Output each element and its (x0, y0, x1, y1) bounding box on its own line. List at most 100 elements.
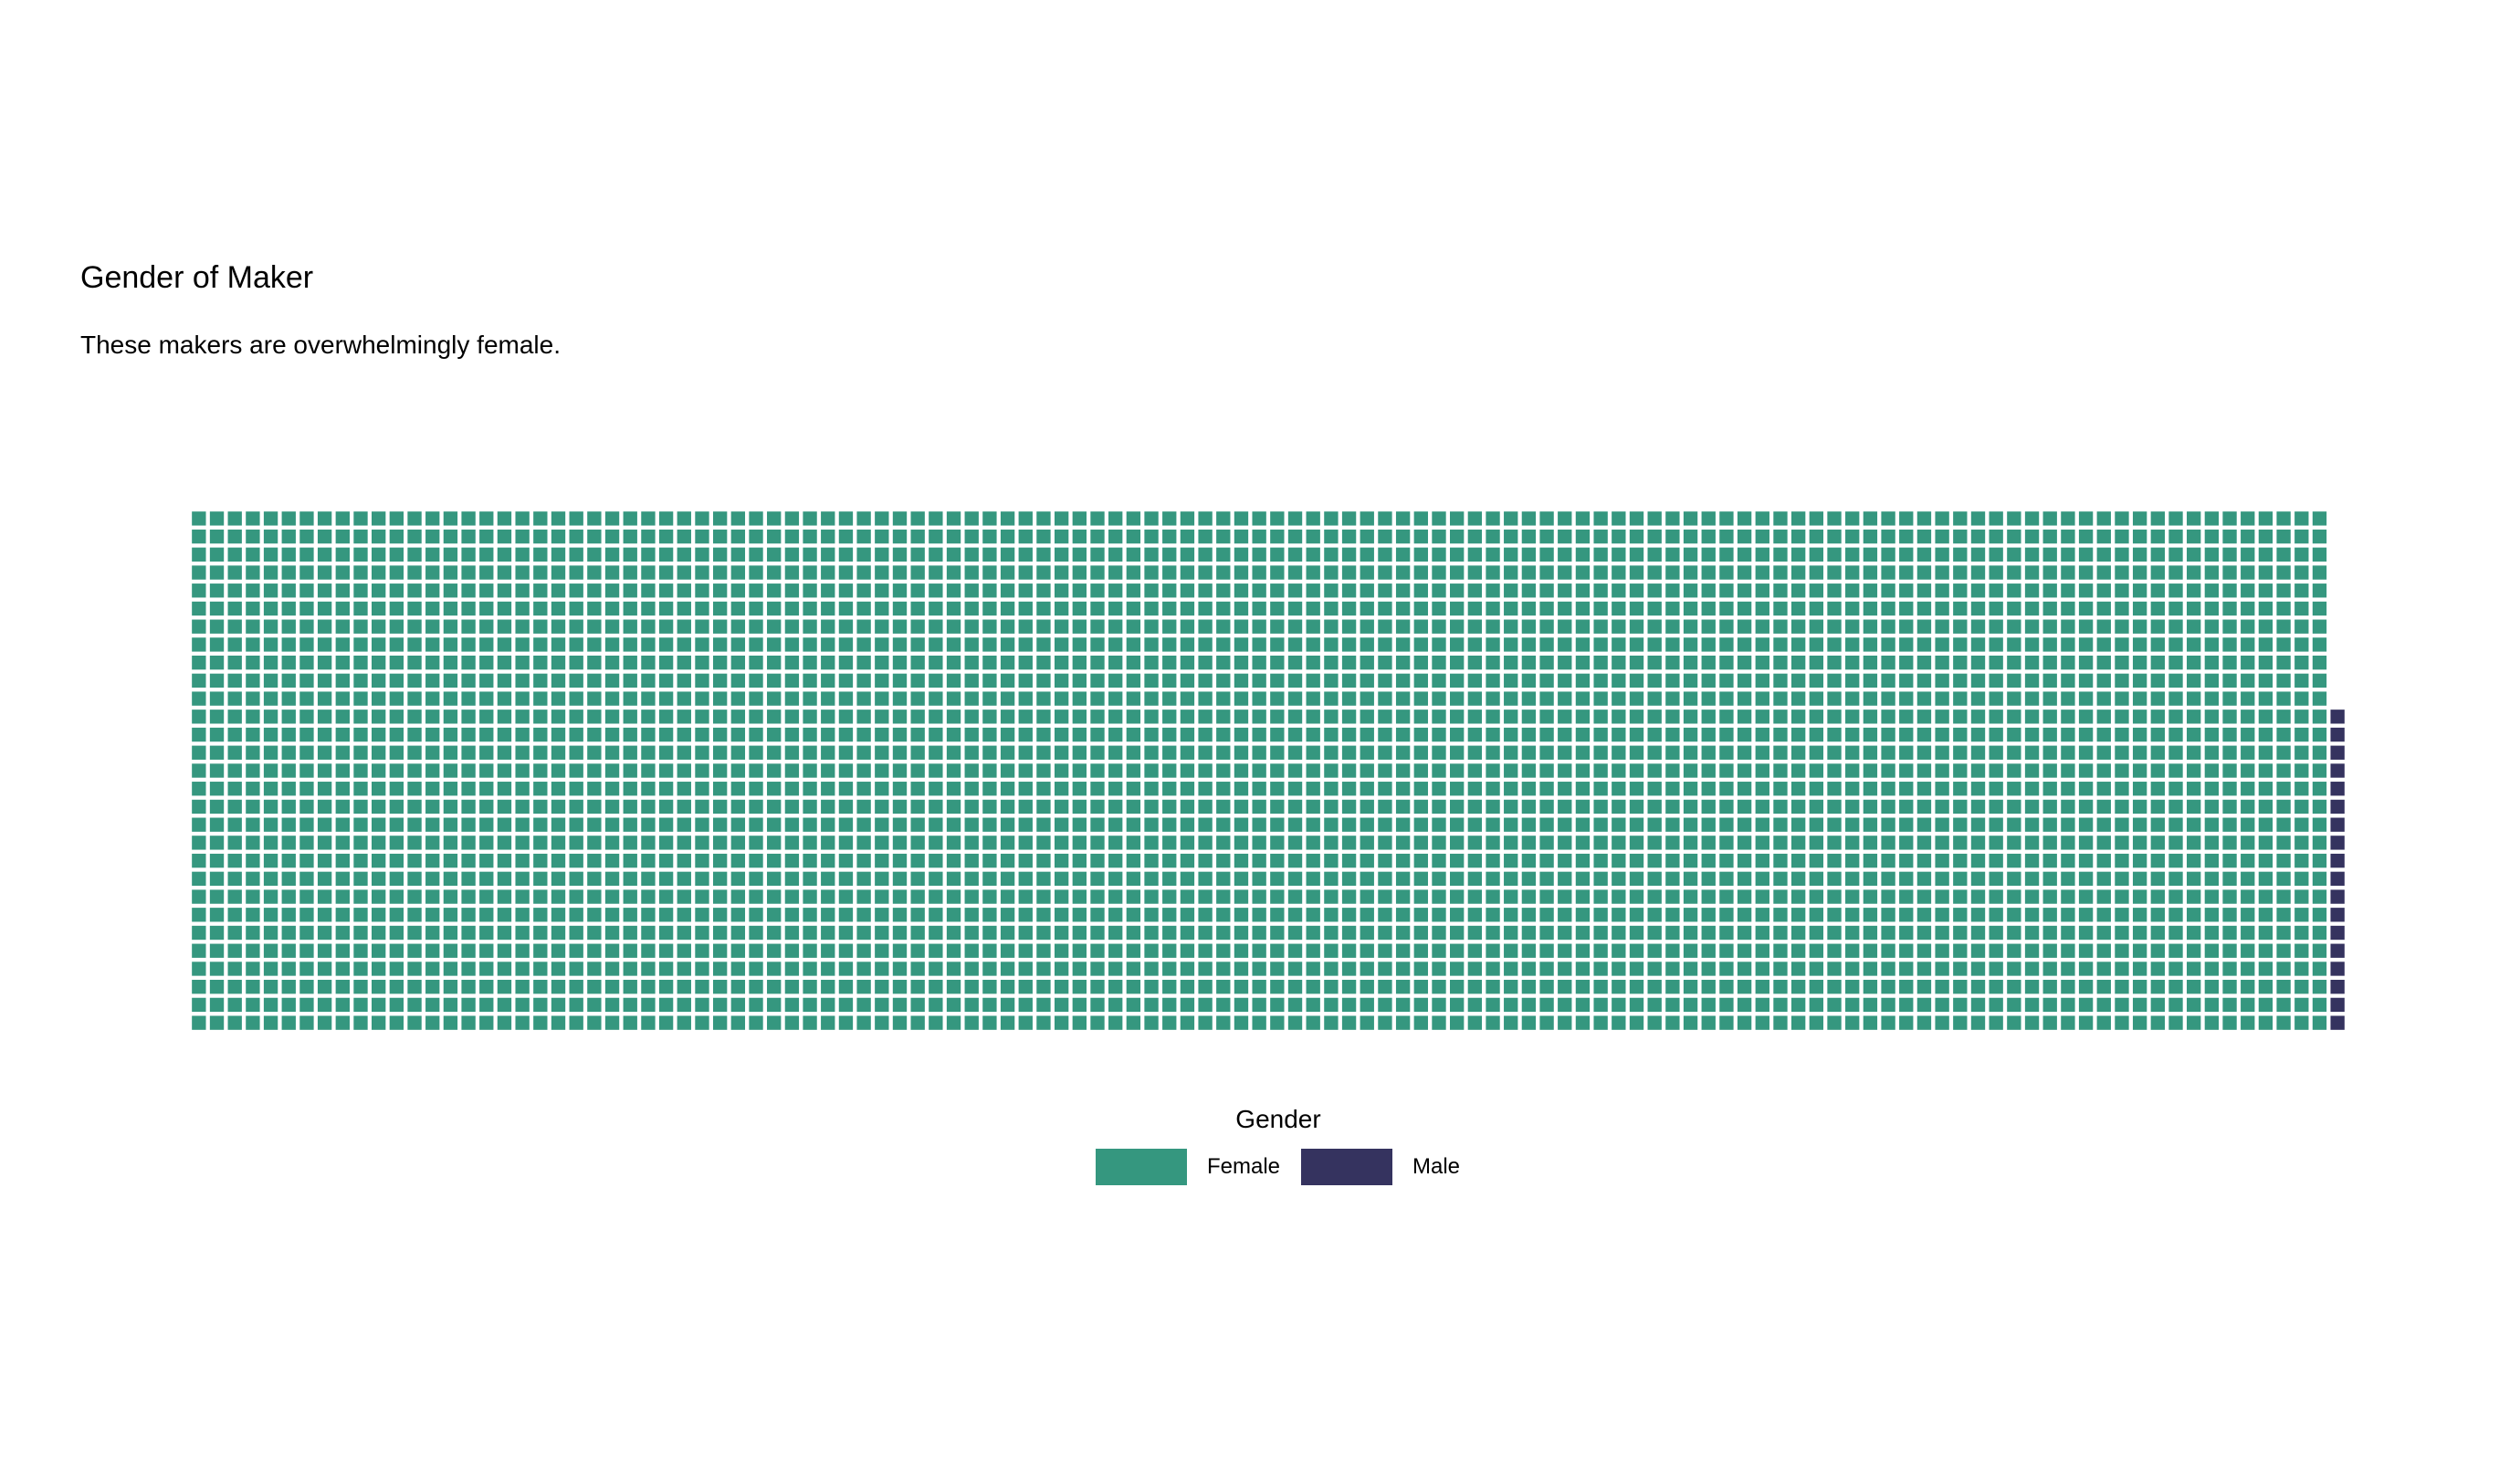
waffle-cell-female (1863, 655, 1878, 670)
waffle-cell-female (946, 511, 961, 526)
waffle-cell-female (1881, 547, 1895, 562)
waffle-cell-female (1593, 511, 1608, 526)
waffle-cell-female (1072, 727, 1087, 742)
waffle-cell-female (1486, 619, 1500, 634)
waffle-cell-female (192, 511, 206, 526)
waffle-cell-female (1054, 925, 1069, 941)
waffle-cell-female (335, 529, 350, 544)
waffle-cell-female (389, 782, 404, 796)
waffle-cell-female (749, 782, 763, 796)
waffle-cell-female (497, 943, 512, 958)
waffle-cell-female (803, 853, 817, 868)
waffle-cell-female (1970, 691, 1986, 706)
waffle-cell-female (1629, 691, 1644, 706)
waffle-cell-female (1629, 853, 1644, 868)
waffle-cell-female (389, 836, 404, 850)
waffle-cell-female (2115, 655, 2129, 670)
waffle-cell-female (1719, 799, 1734, 815)
waffle-cell-female (2204, 871, 2220, 887)
waffle-cell-female (730, 925, 746, 941)
waffle-cell-female (1306, 997, 1320, 1013)
waffle-cell-female (443, 817, 458, 832)
waffle-cell-female (1216, 908, 1231, 922)
waffle-cell-female (1324, 853, 1339, 868)
waffle-cell-female (2241, 673, 2255, 688)
waffle-cell-female (1701, 529, 1716, 544)
waffle-cell-female (1863, 583, 1878, 598)
waffle-cell-female (2258, 1015, 2273, 1030)
waffle-cell-female (407, 601, 422, 616)
waffle-cell-female (946, 782, 961, 796)
waffle-cell-female (1737, 637, 1752, 652)
waffle-cell-female (1916, 709, 1932, 724)
waffle-cell-female (623, 565, 637, 580)
waffle-cell-female (1054, 853, 1069, 868)
waffle-cell-female (2078, 619, 2094, 634)
waffle-cell-female (263, 727, 278, 742)
waffle-cell-female (1863, 799, 1878, 815)
waffle-cell-female (227, 1015, 242, 1030)
waffle-cell-female (1989, 745, 2003, 760)
waffle-cell-female (749, 853, 763, 868)
waffle-cell-female (2061, 619, 2075, 634)
waffle-cell-female (1324, 997, 1339, 1013)
waffle-cell-female (1378, 871, 1392, 887)
waffle-cell-female (2061, 1015, 2075, 1030)
waffle-cell-female (2150, 853, 2165, 868)
waffle-cell-female (803, 763, 817, 778)
waffle-cell-female (1790, 889, 1806, 904)
waffle-cell-female (856, 925, 871, 941)
waffle-cell-female (281, 709, 296, 724)
waffle-cell-female (821, 565, 835, 580)
waffle-cell-female (730, 619, 746, 634)
waffle-cell-female (1612, 565, 1626, 580)
waffle-cell-female (910, 871, 925, 887)
waffle-cell-female (1612, 962, 1626, 976)
waffle-cell-female (2204, 997, 2220, 1013)
waffle-cell-female (892, 655, 908, 670)
waffle-cell-female (641, 853, 656, 868)
waffle-cell-female (1970, 763, 1986, 778)
waffle-cell-female (803, 565, 817, 580)
waffle-cell-female (1719, 817, 1734, 832)
waffle-cell-female (964, 637, 979, 652)
waffle-cell-female (658, 980, 674, 994)
waffle-cell-female (1000, 889, 1015, 904)
waffle-cell-female (443, 745, 458, 760)
waffle-cell-female (658, 1015, 674, 1030)
waffle-cell-female (263, 709, 278, 724)
waffle-cell-female (1413, 727, 1428, 742)
waffle-cell-female (677, 745, 691, 760)
waffle-cell-female (1036, 655, 1051, 670)
waffle-cell-female (587, 511, 602, 526)
waffle-cell-female (856, 601, 871, 616)
waffle-cell-female (281, 547, 296, 562)
waffle-cell-female (767, 908, 782, 922)
waffle-cell-female (1845, 655, 1860, 670)
waffle-cell-female (1287, 908, 1303, 922)
waffle-cell-female (1395, 817, 1411, 832)
waffle-cell-female (767, 529, 782, 544)
waffle-cell-female (1450, 853, 1465, 868)
waffle-cell-female (587, 997, 602, 1013)
waffle-cell-female (1809, 980, 1824, 994)
waffle-cell-female (1558, 908, 1572, 922)
waffle-cell-female (1413, 908, 1428, 922)
waffle-cell-female (1144, 853, 1159, 868)
waffle-cell-female (425, 889, 440, 904)
waffle-cell-female (712, 529, 728, 544)
waffle-cell-female (1126, 763, 1141, 778)
waffle-cell-female (1234, 547, 1249, 562)
waffle-cell-female (892, 673, 908, 688)
waffle-cell-female (623, 637, 637, 652)
waffle-cell-female (209, 655, 225, 670)
waffle-cell-female (875, 637, 889, 652)
waffle-cell-female (281, 583, 296, 598)
waffle-cell-female (982, 619, 997, 634)
waffle-cell-female (2132, 782, 2147, 796)
waffle-cell-female (1432, 601, 1446, 616)
waffle-cell-female (317, 583, 332, 598)
waffle-cell-female (1324, 655, 1339, 670)
waffle-cell-female (910, 547, 925, 562)
waffle-cell-female (1899, 547, 1914, 562)
